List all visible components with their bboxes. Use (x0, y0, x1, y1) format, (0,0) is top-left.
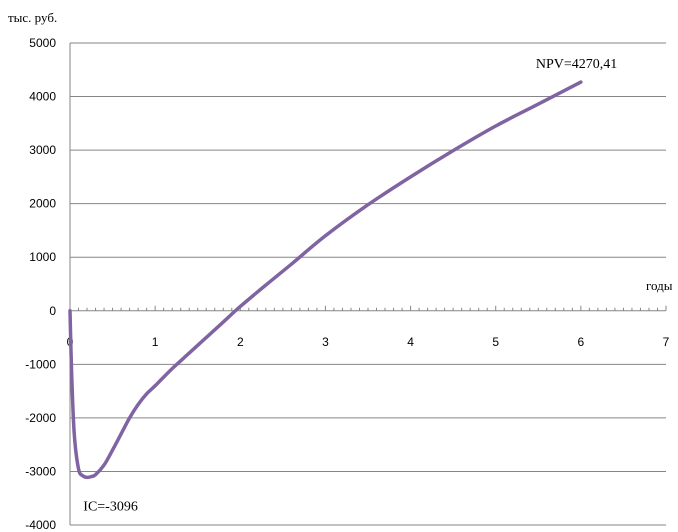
y-tick-label: 1000 (29, 250, 56, 264)
x-tick-label: 2 (237, 335, 244, 349)
x-tick-label: 7 (663, 335, 670, 349)
x-tick-label: 1 (152, 335, 159, 349)
y-tick-label: 4000 (29, 90, 56, 104)
y-tick-label: 5000 (29, 36, 56, 50)
x-tick-label: 5 (492, 335, 499, 349)
gridlines (70, 42, 666, 526)
y-tick-label: -1000 (25, 357, 56, 371)
x-axis (69, 43, 667, 525)
series-line (68, 80, 583, 480)
y-tick-label: 3000 (29, 143, 56, 157)
y-axis-label: тыс. руб. (8, 10, 57, 25)
y-tick-label: -2000 (25, 411, 56, 425)
y-tick-label: -4000 (25, 518, 56, 532)
npv-annotation: NPV=4270,41 (536, 57, 617, 72)
x-axis-label: годы (646, 278, 673, 293)
y-tick-label: 2000 (29, 197, 56, 211)
x-tick-label: 4 (407, 335, 414, 349)
x-tick-label: 3 (322, 335, 329, 349)
y-axis-tick-labels: -4000 -3000 -2000 -1000 0 1000 2000 3000 4000 500… (25, 36, 56, 532)
ic-annotation: IC=-3096 (83, 500, 138, 515)
x-tick-label: 6 (578, 335, 585, 349)
npv-series (68, 80, 583, 480)
y-tick-label: -3000 (25, 464, 56, 478)
y-tick-label: 0 (49, 304, 56, 318)
